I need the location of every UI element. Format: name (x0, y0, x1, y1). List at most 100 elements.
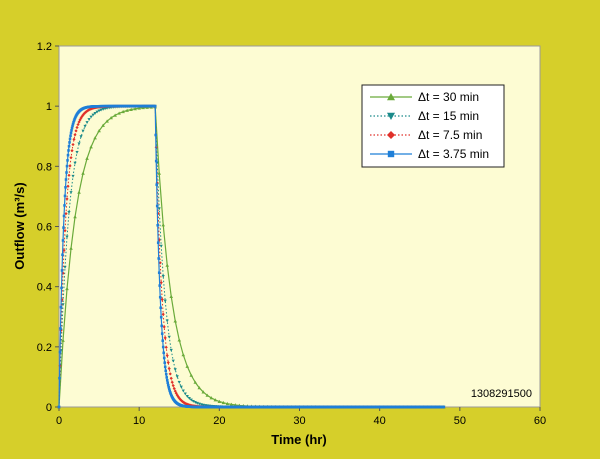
data-point (81, 171, 85, 175)
data-point (125, 108, 129, 112)
data-point (97, 129, 101, 133)
data-point (169, 376, 173, 380)
data-point (168, 391, 172, 394)
series-layer (57, 104, 446, 409)
y-tick-label: 0.2 (37, 342, 52, 354)
data-point (213, 398, 218, 402)
data-point (163, 361, 166, 364)
data-point (162, 325, 166, 329)
legend-marker (387, 131, 395, 139)
data-point (168, 389, 172, 393)
legend-label: Δt = 15 min (418, 109, 479, 123)
data-point (62, 214, 66, 218)
data-point (103, 107, 107, 111)
data-point (177, 396, 181, 400)
data-point (178, 397, 182, 401)
legend-marker (387, 93, 395, 101)
legend: Δt = 30 min Δt = 15 min Δt = 7.5 min Δt = 3… (361, 84, 505, 168)
data-point (177, 338, 182, 342)
data-point (105, 119, 109, 123)
data-point (74, 129, 78, 133)
legend-item: Δt = 7.5 min (370, 128, 482, 142)
data-point (70, 149, 74, 153)
data-point (221, 400, 226, 405)
data-point (191, 399, 195, 403)
data-point (73, 161, 77, 165)
data-point (66, 153, 70, 157)
data-point (67, 149, 70, 152)
data-point (153, 104, 157, 108)
data-point (170, 380, 174, 384)
data-point (58, 376, 61, 380)
data-point (58, 350, 62, 354)
data-point (193, 401, 197, 404)
data-point (59, 305, 63, 309)
data-point (68, 164, 72, 168)
id-annotation: 1308291500 (471, 388, 532, 400)
data-point (166, 360, 170, 365)
data-point (69, 246, 73, 250)
data-point (167, 335, 171, 339)
data-point (176, 395, 180, 399)
data-point (165, 263, 170, 267)
data-point (217, 399, 222, 403)
y-tick-label: 0 (46, 402, 52, 414)
data-point (63, 204, 66, 207)
data-point (77, 142, 81, 146)
y-tick-label: 1.2 (37, 41, 52, 53)
data-point (69, 191, 73, 194)
data-point (61, 239, 65, 242)
data-point (113, 113, 117, 117)
data-point (83, 124, 87, 128)
data-point (93, 111, 97, 115)
data-point (171, 384, 175, 388)
data-point (169, 294, 174, 299)
data-point (77, 120, 81, 124)
data-point (187, 397, 191, 400)
data-point (61, 253, 64, 256)
y-tick-label: 0.6 (37, 222, 52, 234)
data-point (68, 137, 72, 141)
data-point (71, 124, 74, 128)
x-tick-label: 20 (213, 415, 225, 427)
data-point (171, 359, 175, 363)
data-point (75, 151, 79, 154)
data-point (164, 369, 168, 373)
data-point (63, 194, 67, 198)
data-point (133, 106, 137, 111)
data-point (65, 286, 69, 291)
data-point (158, 284, 161, 287)
data-point (161, 345, 165, 349)
series-4 (57, 104, 446, 409)
data-point (85, 121, 89, 125)
data-point (121, 109, 125, 114)
data-point (61, 338, 65, 342)
data-point (72, 119, 76, 123)
data-point (163, 336, 167, 340)
data-point (161, 274, 165, 278)
legend-marker (387, 112, 395, 120)
x-tick-label: 30 (293, 415, 305, 427)
data-point (60, 286, 63, 290)
data-point (155, 204, 159, 208)
data-point (160, 297, 164, 302)
x-tick-label: 40 (374, 415, 386, 427)
data-point (185, 364, 190, 368)
data-point (159, 315, 163, 319)
data-point (78, 118, 82, 122)
data-point (57, 405, 61, 409)
data-point (60, 298, 64, 302)
data-point (159, 306, 162, 310)
data-point (89, 115, 93, 119)
data-point (165, 378, 169, 382)
data-point (70, 129, 73, 132)
data-point (159, 244, 163, 248)
data-point (117, 111, 121, 115)
data-point (68, 141, 71, 144)
data-point (101, 107, 105, 111)
data-point (167, 385, 171, 389)
data-point (101, 123, 105, 127)
data-point (77, 190, 81, 194)
data-point (61, 303, 65, 307)
data-point (181, 389, 185, 393)
